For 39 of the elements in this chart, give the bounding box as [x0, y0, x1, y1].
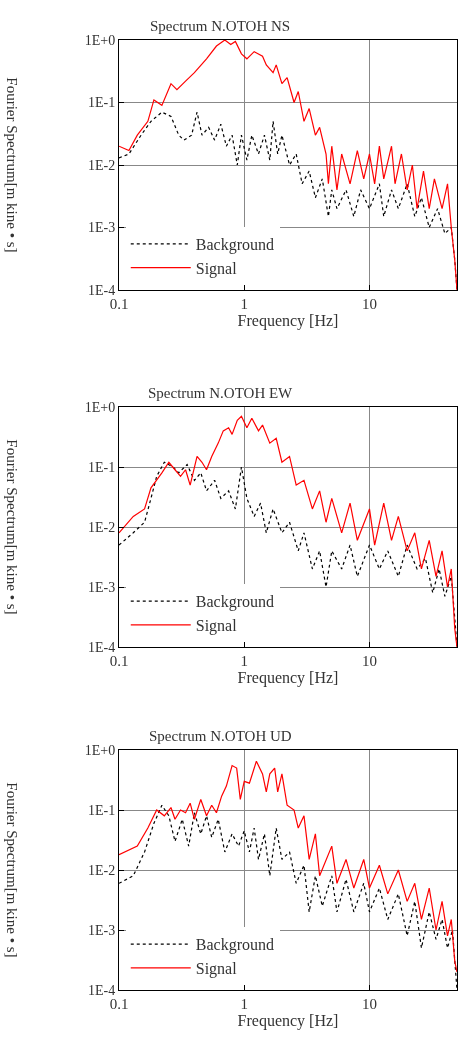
x-tick-label: 0.1: [109, 653, 129, 669]
y-axis-title: Fourier Spectrum[m kine • s]: [3, 439, 20, 615]
x-tick-label: 10: [361, 296, 377, 312]
x-tick-label: 0.1: [109, 296, 129, 312]
chart-title: Spectrum N.OTOH UD: [149, 728, 292, 744]
y-tick-label: 1E-3: [87, 220, 116, 236]
y-tick-label: 1E-1: [87, 802, 116, 818]
x-axis-title: Frequency [Hz]: [237, 312, 339, 330]
y-tick-label: 1E-2: [87, 519, 116, 535]
y-tick-label: 1E+0: [84, 399, 116, 415]
y-tick-label: 1E+0: [84, 742, 116, 758]
y-axis-title: Fourier Spectrum[m kine • s]: [3, 77, 20, 253]
y-tick-label: 1E-3: [87, 922, 116, 938]
legend-label: Signal: [195, 259, 238, 278]
x-tick-label: 1: [240, 296, 248, 312]
x-tick-label: 10: [361, 996, 377, 1012]
y-tick-label: 1E-2: [87, 862, 116, 878]
x-tick-label: 0.1: [109, 996, 129, 1012]
x-tick-label: 10: [361, 653, 377, 669]
x-axis-title: Frequency [Hz]: [237, 669, 339, 687]
legend-label: Background: [195, 936, 274, 955]
y-tick-label: 1E-2: [87, 157, 116, 173]
x-axis-title: Frequency [Hz]: [237, 1012, 339, 1030]
y-tick-label: 1E-1: [87, 459, 116, 475]
legend-label: Signal: [195, 960, 238, 979]
y-axis-title: Fourier Spectrum[m kine • s]: [3, 782, 20, 958]
legend-label: Background: [195, 236, 274, 255]
y-tick-label: 1E-3: [87, 579, 116, 595]
y-tick-label: 1E-4: [87, 282, 116, 298]
x-tick-label: 1: [240, 996, 248, 1012]
y-tick-label: 1E-1: [87, 95, 116, 111]
legend-label: Background: [195, 593, 274, 612]
chart-title: Spectrum N.OTOH EW: [148, 385, 294, 401]
y-tick-label: 1E-4: [87, 982, 116, 998]
y-tick-label: 1E+0: [84, 32, 116, 48]
x-tick-label: 1: [240, 653, 248, 669]
legend-label: Signal: [195, 617, 238, 636]
chart-title: Spectrum N.OTOH NS: [150, 18, 291, 34]
y-tick-label: 1E-4: [87, 639, 116, 655]
